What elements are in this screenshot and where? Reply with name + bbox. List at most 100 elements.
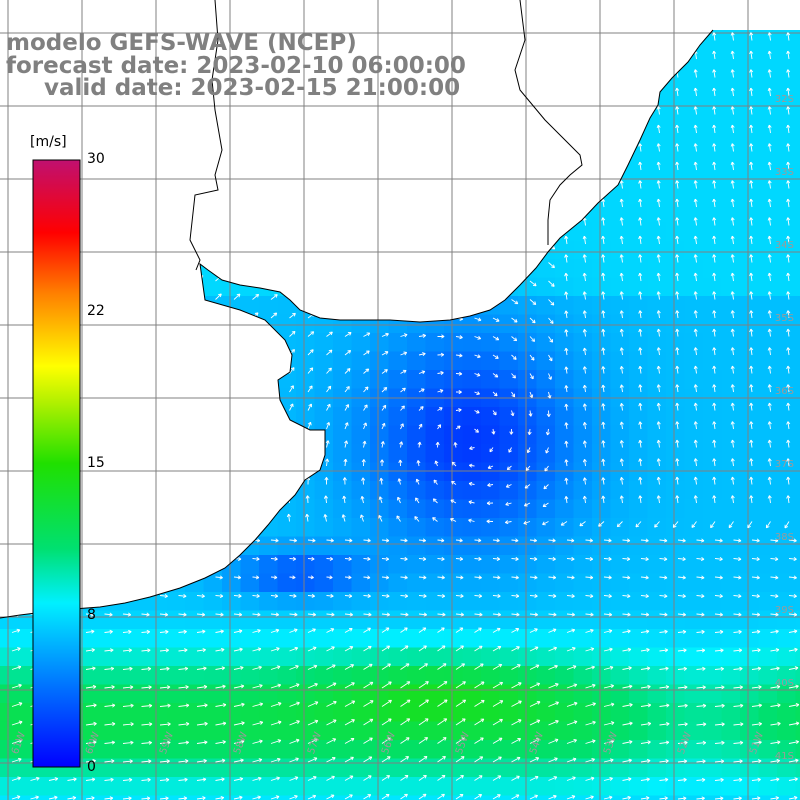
wind-cell — [407, 111, 427, 131]
wind-cell — [647, 536, 667, 556]
wind-arrow — [121, 476, 126, 485]
wind-arrow — [233, 684, 245, 689]
wind-cell — [111, 240, 131, 260]
wind-cell — [129, 555, 149, 575]
wind-cell — [647, 185, 667, 205]
wind-cell — [462, 555, 482, 575]
wind-cell — [148, 629, 168, 649]
wind-cell — [314, 370, 334, 390]
wind-cell — [592, 30, 612, 38]
wind-cell — [573, 740, 593, 760]
wind-arrow — [511, 775, 520, 781]
wind-arrow — [345, 20, 353, 23]
wind-arrow — [326, 258, 335, 263]
wind-cell — [259, 573, 279, 593]
wind-arrow — [344, 612, 353, 617]
wind-arrow — [675, 198, 680, 208]
wind-arrow — [122, 575, 131, 580]
wind-cell — [277, 148, 297, 168]
wind-cell — [203, 481, 223, 501]
wind-cell — [129, 425, 149, 445]
wind-cell — [684, 499, 704, 519]
wind-cell — [462, 795, 482, 800]
wind-arrow — [158, 476, 163, 485]
wind-arrow — [619, 106, 624, 115]
wind-cell — [203, 185, 223, 205]
wind-arrow — [418, 774, 427, 781]
wind-cell — [703, 777, 723, 797]
wind-cell — [333, 777, 353, 797]
wind-arrow — [529, 58, 538, 64]
wind-cell — [740, 74, 760, 94]
wind-arrow — [528, 410, 533, 417]
wind-arrow — [437, 39, 446, 44]
wind-arrow — [469, 446, 475, 451]
wind-arrow — [548, 317, 554, 324]
wind-arrow — [714, 648, 724, 653]
wind-arrow — [492, 681, 503, 689]
wind-arrow — [11, 702, 23, 707]
wind-cell — [629, 185, 649, 205]
wind-cell — [777, 462, 797, 482]
wind-arrow — [677, 648, 687, 653]
wind-arrow — [749, 235, 754, 245]
wind-arrow — [307, 538, 316, 543]
wind-cell — [370, 481, 390, 501]
wind-cell — [573, 55, 593, 75]
wind-arrow — [714, 740, 725, 745]
wind-cell — [740, 351, 760, 371]
wind-cell — [111, 703, 131, 723]
wind-cell — [129, 370, 149, 390]
wind-arrow — [434, 460, 439, 467]
wind-arrow — [85, 740, 97, 745]
wind-cell — [444, 351, 464, 371]
wind-cell — [166, 111, 186, 131]
wind-cell — [684, 444, 704, 464]
wind-arrow — [122, 458, 127, 467]
wind-cell — [92, 518, 112, 538]
wind-cell — [666, 92, 686, 112]
wind-cell — [721, 518, 741, 538]
wind-arrow — [529, 354, 535, 361]
wind-arrow — [381, 404, 387, 411]
wind-arrow — [749, 402, 754, 411]
wind-arrow — [104, 538, 113, 543]
wind-arrow — [307, 664, 318, 670]
wind-cell — [536, 444, 556, 464]
wind-arrow — [603, 702, 615, 707]
lat-label: 37S — [774, 459, 794, 470]
wind-arrow — [582, 198, 587, 208]
wind-arrow — [196, 538, 205, 543]
wind-cell — [536, 758, 556, 778]
wind-cell — [684, 74, 704, 94]
wind-arrow — [250, 495, 255, 504]
wind-arrow — [418, 593, 427, 599]
wind-cell — [573, 721, 593, 741]
wind-arrow — [381, 387, 388, 393]
wind-arrow — [418, 205, 428, 210]
wind-arrow — [677, 593, 686, 599]
wind-arrow — [749, 458, 754, 467]
wind-arrow — [363, 149, 372, 154]
wind-cell — [166, 777, 186, 797]
wind-cell — [629, 777, 649, 797]
wind-arrow — [767, 476, 772, 485]
wind-arrow — [215, 556, 224, 562]
wind-arrow — [582, 272, 587, 282]
wind-cell — [758, 721, 778, 741]
wind-cell — [592, 314, 612, 334]
colorbar-tick-22: 22 — [87, 303, 105, 319]
wind-cell — [740, 740, 760, 760]
wind-arrow — [492, 95, 501, 100]
wind-cell — [370, 647, 390, 667]
wind-arrow — [159, 366, 165, 374]
wind-cell — [610, 30, 630, 38]
wind-cell — [314, 758, 334, 778]
wind-arrow — [566, 556, 575, 562]
wind-arrow — [176, 513, 181, 522]
wind-cell — [795, 55, 800, 75]
wind-cell — [240, 425, 260, 445]
wind-cell — [296, 314, 316, 334]
wind-cell — [92, 407, 112, 427]
wind-arrow — [582, 384, 587, 393]
